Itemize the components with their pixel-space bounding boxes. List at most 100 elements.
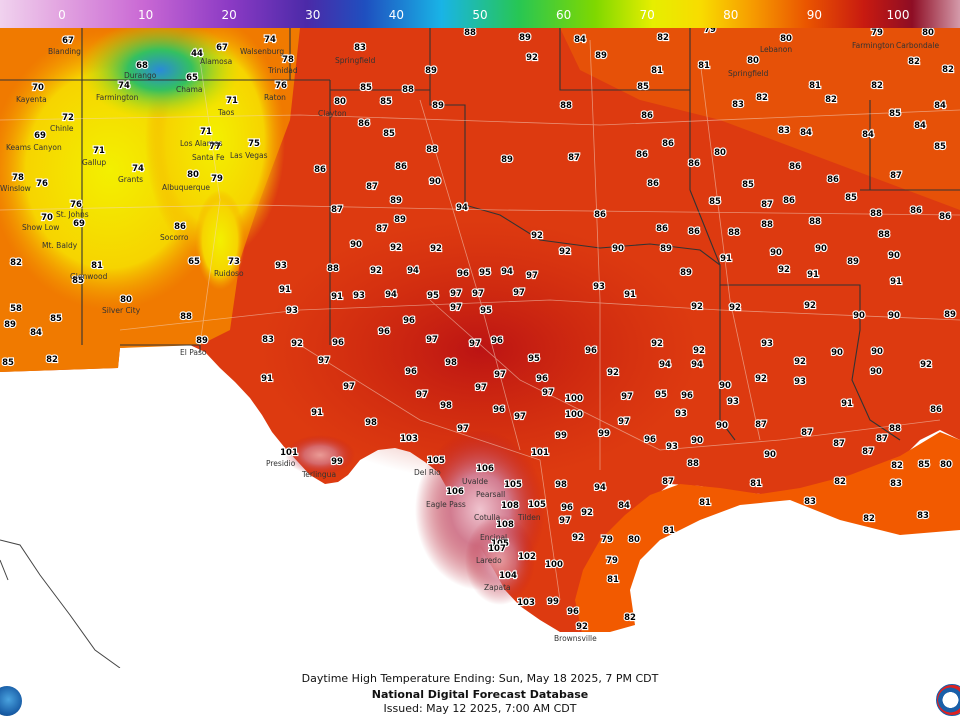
temperature-value: 80: [747, 56, 759, 66]
temperature-value: 82: [825, 95, 837, 105]
temperature-value: 92: [755, 374, 767, 384]
temperature-value: 58: [10, 304, 22, 314]
scale-tick-label: 90: [807, 8, 822, 22]
temperature-value: 82: [624, 613, 636, 623]
nws-logo-icon: [936, 684, 960, 716]
temperature-value: 99: [331, 457, 343, 467]
city-label: Trinidad: [267, 66, 298, 75]
city-label: Springfield: [335, 56, 376, 65]
temperature-value: 91: [311, 408, 323, 418]
temperature-value: 88: [560, 101, 572, 111]
temperature-value: 82: [908, 57, 920, 67]
temperature-map[interactable]: 67 68 44 67 74 78 83 88 89 84 82 79 80 79 80 70 74 65 76 89…: [0, 28, 960, 668]
product-title: National Digital Forecast Database: [371, 688, 589, 701]
temperature-value: 85: [918, 460, 930, 470]
temperature-value: 93: [761, 339, 773, 349]
temperature-value: 88: [809, 217, 821, 227]
temperature-value: 92: [390, 243, 402, 253]
temperature-value: 92: [581, 508, 593, 518]
temperature-value: 90: [350, 240, 362, 250]
temperature-value: 77: [209, 142, 221, 152]
scale-tick-label: 20: [222, 8, 237, 22]
temperature-value: 75: [248, 139, 260, 149]
city-label: El Paso: [180, 348, 207, 357]
temperature-value: 90: [815, 244, 827, 254]
temperature-value: 104: [499, 571, 517, 581]
temperature-value: 87: [761, 200, 773, 210]
temperature-value: 92: [804, 301, 816, 311]
temperature-value: 96: [561, 503, 573, 513]
temperature-value: 94: [691, 360, 703, 370]
temperature-value: 89: [519, 33, 531, 43]
scale-tick-label: 40: [389, 8, 404, 22]
scale-tick-label: 60: [556, 8, 571, 22]
temperature-value: 82: [46, 355, 58, 365]
temperature-value: 94: [407, 266, 419, 276]
temperature-value: 98: [445, 358, 457, 368]
temperature-value: 85: [360, 83, 372, 93]
city-label: Encinal: [480, 533, 507, 542]
temperature-value: 82: [10, 258, 22, 268]
temperature-value: 97: [475, 383, 487, 393]
temperature-value: 80: [714, 148, 726, 158]
temperature-value: 90: [888, 311, 900, 321]
temperature-value: 81: [750, 479, 762, 489]
temperature-value: 80: [334, 97, 346, 107]
temperature-value: 79: [704, 28, 716, 35]
city-label: Socorro: [160, 233, 189, 242]
temperature-value: 86: [688, 159, 700, 169]
temperature-value: 89: [501, 155, 513, 165]
temperature-value: 91: [890, 277, 902, 287]
temperature-value: 74: [118, 81, 130, 91]
temperature-value: 89: [390, 196, 402, 206]
temperature-value: 86: [662, 139, 674, 149]
temperature-value: 89: [196, 336, 208, 346]
scale-tick-label: 70: [640, 8, 655, 22]
temperature-value: 93: [675, 409, 687, 419]
temperature-value: 92: [729, 303, 741, 313]
temperature-value: 79: [601, 535, 613, 545]
noaa-logo-icon: [0, 686, 22, 716]
temperature-value: 85: [380, 97, 392, 107]
temperature-value: 78: [282, 55, 294, 65]
city-label: St. Johns: [56, 210, 89, 219]
temperature-value: 69: [34, 131, 46, 141]
temperature-value: 86: [939, 212, 951, 222]
city-label: Durango: [124, 71, 157, 80]
temperature-value: 97: [343, 382, 355, 392]
temperature-value: 69: [73, 219, 85, 229]
temperature-value: 82: [657, 33, 669, 43]
temperature-value: 96: [493, 405, 505, 415]
temperature-value: 86: [656, 224, 668, 234]
temperature-value: 88: [728, 228, 740, 238]
temperature-value: 92: [691, 302, 703, 312]
temperature-value: 99: [555, 431, 567, 441]
temperature-value: 92: [693, 346, 705, 356]
map-footer: Daytime High Temperature Ending: Sun, Ma…: [0, 668, 960, 720]
temperature-value: 87: [876, 434, 888, 444]
temperature-value: 84: [934, 101, 946, 111]
temperature-value: 85: [72, 276, 84, 286]
city-label: Zapata: [484, 583, 511, 592]
temperature-value: 92: [559, 247, 571, 257]
city-label: Farmington: [96, 93, 139, 102]
temperature-value: 96: [681, 391, 693, 401]
temperature-value: 89: [394, 215, 406, 225]
temperature-value: 86: [314, 165, 326, 175]
temperature-value: 90: [853, 311, 865, 321]
city-label: Silver City: [102, 306, 141, 315]
temperature-value: 97: [469, 339, 481, 349]
warm-northeast: [560, 28, 960, 210]
state-borders: [0, 28, 960, 441]
temperature-value: 108: [501, 501, 519, 511]
extreme-heat-south-texas-2: [465, 515, 535, 605]
temperature-value: 87: [801, 428, 813, 438]
temperature-value: 82: [863, 514, 875, 524]
city-label: Santa Fe: [192, 153, 225, 162]
temperature-value: 88: [761, 220, 773, 230]
temperature-value: 93: [794, 377, 806, 387]
temperature-value: 89: [595, 51, 607, 61]
temperature-value: 97: [542, 388, 554, 398]
temperature-value: 87: [568, 153, 580, 163]
city-label: Pearsall: [476, 490, 505, 499]
